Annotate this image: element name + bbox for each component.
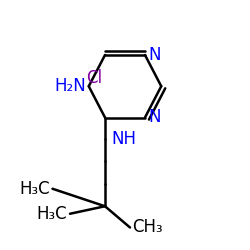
Text: NH: NH (111, 130, 136, 148)
Text: N: N (148, 108, 160, 126)
Text: CH₃: CH₃ (132, 218, 163, 236)
Text: N: N (148, 46, 160, 64)
Text: H₃C: H₃C (19, 180, 50, 198)
Text: H₂N: H₂N (54, 77, 86, 95)
Text: H₃C: H₃C (37, 205, 68, 223)
Text: Cl: Cl (86, 69, 102, 87)
